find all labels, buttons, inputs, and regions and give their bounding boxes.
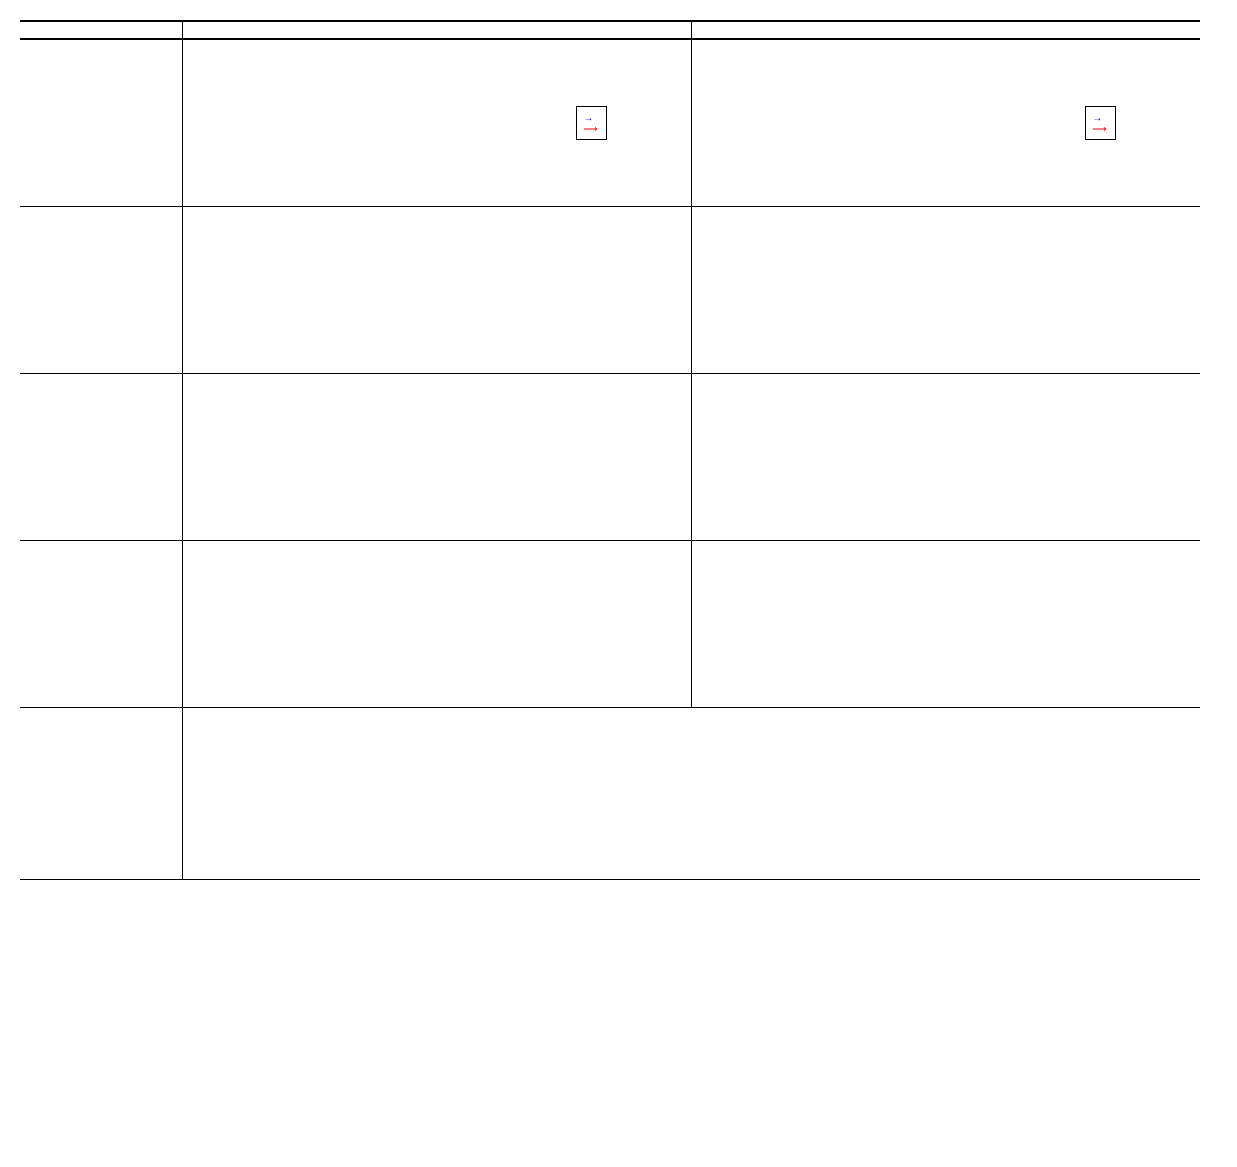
- row-label-u: [20, 207, 183, 374]
- intensity-plot-case7-v: [287, 382, 587, 532]
- intensity-plot-case8-w: [796, 549, 1096, 699]
- cell-case8-v: [692, 374, 1200, 541]
- cell-case7-w: [183, 541, 692, 708]
- header-case7: [183, 21, 692, 39]
- intensity-plot-case7-w: [287, 549, 587, 699]
- intensity-plot-case8-u: [796, 215, 1096, 365]
- intensity-plot-case7-u: [287, 215, 587, 365]
- cell-case8-u: [692, 207, 1200, 374]
- vector-plot-case7: [267, 48, 567, 198]
- vector-plot-case8: [776, 48, 1076, 198]
- cell-case7-u: [183, 207, 692, 374]
- row-label-colorbar: [20, 708, 183, 880]
- colormap-colorbar: [542, 716, 842, 866]
- header-category: [20, 21, 183, 39]
- header-case8: [692, 21, 1200, 39]
- row-label-w: [20, 541, 183, 708]
- reference-vectors-legend-case8: → ⟶: [1085, 106, 1116, 140]
- cell-case7-velocity: → ⟶: [183, 39, 692, 207]
- figure-grid-table: → ⟶ → ⟶: [20, 20, 1200, 880]
- cell-colorbar: [183, 708, 1201, 880]
- intensity-plot-case8-v: [796, 382, 1096, 532]
- row-label-v: [20, 374, 183, 541]
- cell-case7-v: [183, 374, 692, 541]
- cell-case8-w: [692, 541, 1200, 708]
- row-label-velocity: [20, 39, 183, 207]
- reference-vectors-legend-case7: → ⟶: [576, 106, 607, 140]
- cell-case8-velocity: → ⟶: [692, 39, 1200, 207]
